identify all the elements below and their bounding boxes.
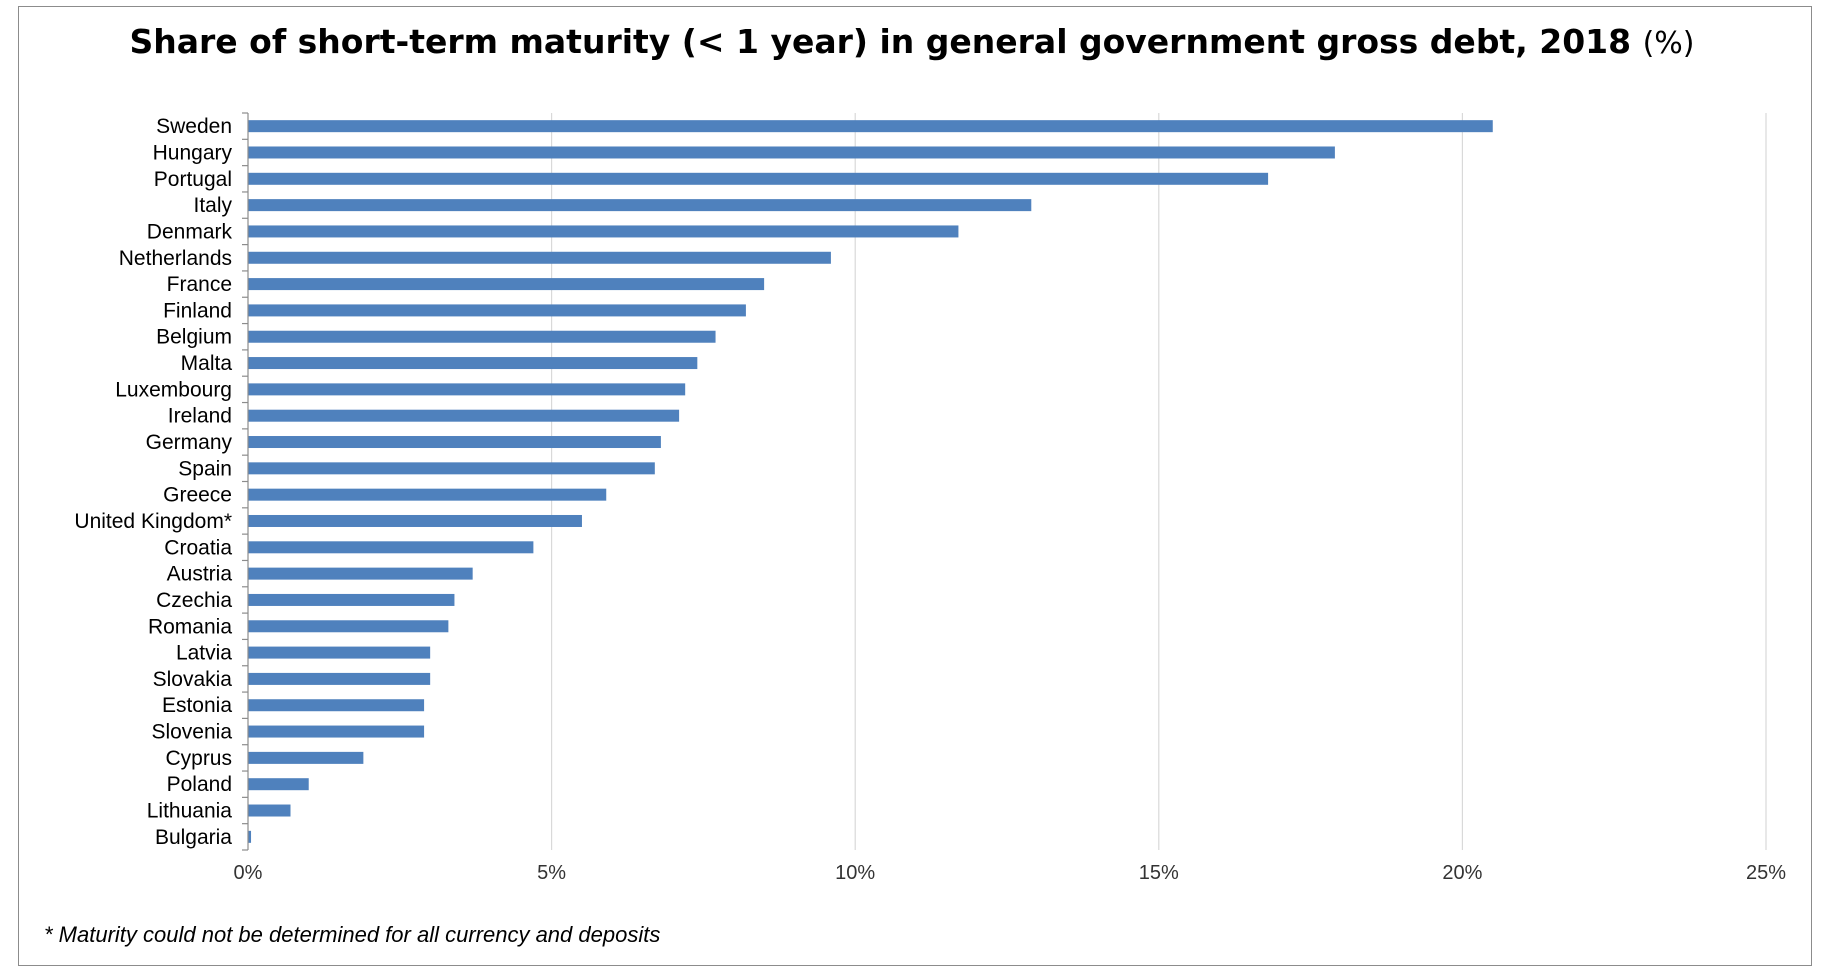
bar xyxy=(248,199,1032,212)
bar xyxy=(248,830,252,843)
category-label: Denmark xyxy=(147,220,233,243)
bar xyxy=(248,725,425,738)
category-label: Croatia xyxy=(164,536,232,559)
category-label: Malta xyxy=(181,352,233,375)
bar xyxy=(248,541,534,554)
bar xyxy=(248,225,959,238)
bar xyxy=(248,567,473,580)
category-label: Germany xyxy=(146,431,233,454)
category-label: Estonia xyxy=(162,694,232,717)
category-label: Poland xyxy=(167,773,232,796)
bar xyxy=(248,804,291,817)
category-label: Netherlands xyxy=(119,247,232,270)
bar xyxy=(248,251,831,264)
bar xyxy=(248,436,661,449)
category-label: Luxembourg xyxy=(115,378,232,401)
bar xyxy=(248,778,309,791)
bar xyxy=(248,699,425,712)
axes xyxy=(242,112,249,851)
category-label: Romania xyxy=(148,615,232,638)
bars xyxy=(248,120,1493,843)
bar xyxy=(248,514,582,527)
x-tick-label: 10% xyxy=(835,862,875,884)
bar xyxy=(248,620,449,633)
category-label: Hungary xyxy=(153,141,233,164)
x-tick-label: 5% xyxy=(537,862,566,884)
bar xyxy=(248,146,1335,159)
x-tick-label: 15% xyxy=(1139,862,1179,884)
x-tick-label: 20% xyxy=(1442,862,1482,884)
category-label: Sweden xyxy=(156,115,232,138)
category-label: Cyprus xyxy=(165,747,232,770)
category-label: Slovakia xyxy=(153,668,233,691)
category-label: Ireland xyxy=(168,405,232,428)
category-label: Latvia xyxy=(176,642,232,665)
category-label: Portugal xyxy=(154,168,232,191)
bar xyxy=(248,304,746,317)
bar xyxy=(248,672,431,685)
bar xyxy=(248,357,698,370)
grid-lines xyxy=(550,113,1767,850)
category-label: Lithuania xyxy=(147,800,233,823)
x-tick-labels: 0% 5% 10% 15% 20% 25% xyxy=(234,862,1787,884)
x-tick-label: 0% xyxy=(234,862,263,884)
category-label: Austria xyxy=(167,563,233,586)
category-label: France xyxy=(167,273,232,296)
category-label: Spain xyxy=(178,457,232,480)
bar xyxy=(248,646,431,659)
bar xyxy=(248,751,364,764)
bar xyxy=(248,330,716,343)
category-label: Bulgaria xyxy=(155,826,232,849)
footnote: * Maturity could not be determined for a… xyxy=(44,922,661,947)
x-tick-label: 25% xyxy=(1746,862,1786,884)
category-label: Slovenia xyxy=(151,721,232,744)
category-labels: Sweden Hungary Portugal Italy Denmark Netherl… xyxy=(74,115,232,849)
bar xyxy=(248,462,655,475)
category-label: Finland xyxy=(163,299,232,322)
chart-title-unit: (%) xyxy=(1642,26,1695,61)
category-label: United Kingdom* xyxy=(74,510,232,533)
category-label: Belgium xyxy=(156,326,232,349)
bar xyxy=(248,409,680,422)
bar xyxy=(248,383,686,396)
chart-title-text: Share of short-term maturity (< 1 year) … xyxy=(129,22,1632,61)
bar xyxy=(248,593,455,606)
category-label: Italy xyxy=(193,194,232,217)
bar xyxy=(248,172,1269,185)
bar xyxy=(248,278,765,291)
bar xyxy=(248,488,607,501)
chart-frame xyxy=(18,6,1812,966)
category-label: Greece xyxy=(163,484,232,507)
chart-title: Share of short-term maturity (< 1 year) … xyxy=(0,22,1824,61)
category-label: Czechia xyxy=(156,589,232,612)
bar xyxy=(248,120,1493,133)
